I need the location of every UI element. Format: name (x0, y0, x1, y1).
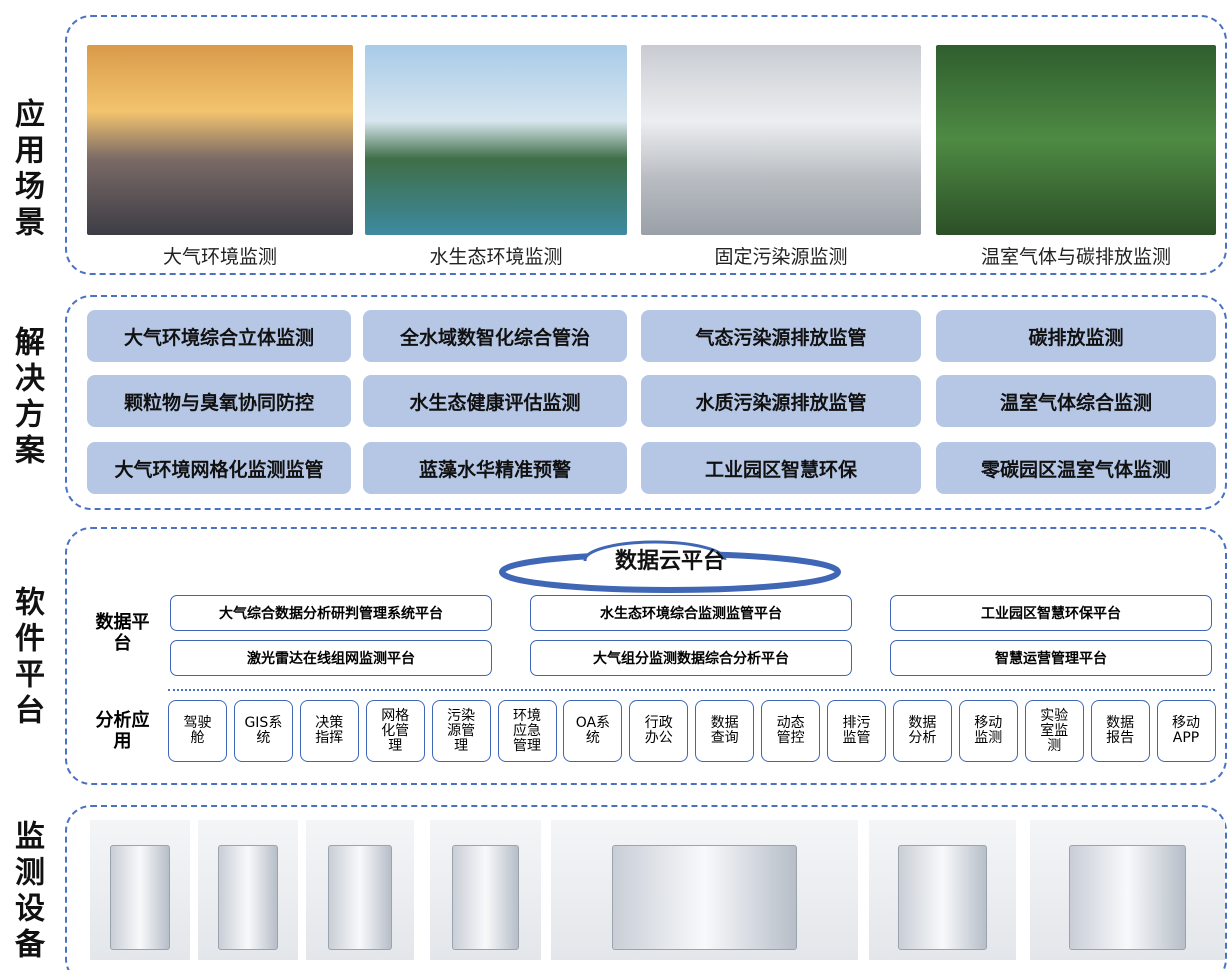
solution-button: 零碳园区温室气体监测 (936, 442, 1216, 494)
equipment-image (551, 820, 858, 960)
analysis-label: 分析应 用 (85, 710, 160, 752)
scene-caption: 固定污染源监测 (641, 242, 921, 269)
section-label: 解决方案 (12, 318, 48, 478)
equipment-shape (328, 845, 393, 950)
scene-caption: 大气环境监测 (87, 242, 353, 269)
app-box: 移动 APP (1157, 700, 1216, 762)
solution-button: 颗粒物与臭氧协同防控 (87, 375, 351, 427)
equipment-image (1030, 820, 1225, 960)
equipment-image (306, 820, 414, 960)
solution-button: 水质污染源排放监管 (641, 375, 921, 427)
app-box: 决策 指挥 (300, 700, 359, 762)
app-box: 动态 管控 (761, 700, 820, 762)
solution-button: 碳排放监测 (936, 310, 1216, 362)
solution-button: 大气环境网格化监测监管 (87, 442, 351, 494)
app-box: 数据 分析 (893, 700, 952, 762)
scene-image (641, 45, 921, 235)
app-box: GIS系 统 (234, 700, 293, 762)
scene-image (936, 45, 1216, 235)
equipment-shape (612, 845, 796, 950)
equipment-shape (1069, 845, 1186, 950)
scene-image (365, 45, 627, 235)
solution-button: 大气环境综合立体监测 (87, 310, 351, 362)
app-box: 排污 监管 (827, 700, 886, 762)
section-label: 软件平台 (12, 578, 48, 738)
solution-button: 气态污染源排放监管 (641, 310, 921, 362)
equipment-image (198, 820, 298, 960)
app-box: 环境 应急 管理 (498, 700, 557, 762)
app-box: 实验 室监 测 (1025, 700, 1084, 762)
app-box: 驾驶 舱 (168, 700, 227, 762)
app-box: 数据 报告 (1091, 700, 1150, 762)
platform-box: 工业园区智慧环保平台 (890, 595, 1212, 631)
equipment-shape (110, 845, 170, 950)
equipment-shape (452, 845, 519, 950)
solution-button: 全水域数智化综合管治 (363, 310, 627, 362)
equipment-image (430, 820, 541, 960)
app-box: 污染 源管 理 (432, 700, 491, 762)
equipment-shape (218, 845, 278, 950)
platform-box: 智慧运营管理平台 (890, 640, 1212, 676)
platform-box: 激光雷达在线组网监测平台 (170, 640, 492, 676)
app-box: 行政 办公 (629, 700, 688, 762)
section-label: 应用场景 (12, 95, 48, 245)
cloud-title: 数据云平台 (545, 543, 795, 575)
solution-button: 温室气体综合监测 (936, 375, 1216, 427)
equipment-image (869, 820, 1016, 960)
diagram: 应用场景解决方案软件平台监测设备大气环境监测水生态环境监测固定污染源监测温室气体… (0, 0, 1230, 970)
solution-button: 水生态健康评估监测 (363, 375, 627, 427)
platform-box: 大气组分监测数据综合分析平台 (530, 640, 852, 676)
section-label: 监测设备 (12, 812, 48, 970)
divider (168, 689, 1215, 691)
app-box: 移动 监测 (959, 700, 1018, 762)
app-box: 网格 化管 理 (366, 700, 425, 762)
solution-button: 蓝藻水华精准预警 (363, 442, 627, 494)
platform-box: 大气综合数据分析研判管理系统平台 (170, 595, 492, 631)
scene-caption: 温室气体与碳排放监测 (936, 242, 1216, 269)
scene-image (87, 45, 353, 235)
scene-caption: 水生态环境监测 (365, 242, 627, 269)
platform-box: 水生态环境综合监测监管平台 (530, 595, 852, 631)
platform-label: 数据平 台 (85, 612, 160, 654)
equipment-shape (898, 845, 986, 950)
app-box: OA系 统 (563, 700, 622, 762)
equipment-image (90, 820, 190, 960)
app-box: 数据 查询 (695, 700, 754, 762)
solution-button: 工业园区智慧环保 (641, 442, 921, 494)
